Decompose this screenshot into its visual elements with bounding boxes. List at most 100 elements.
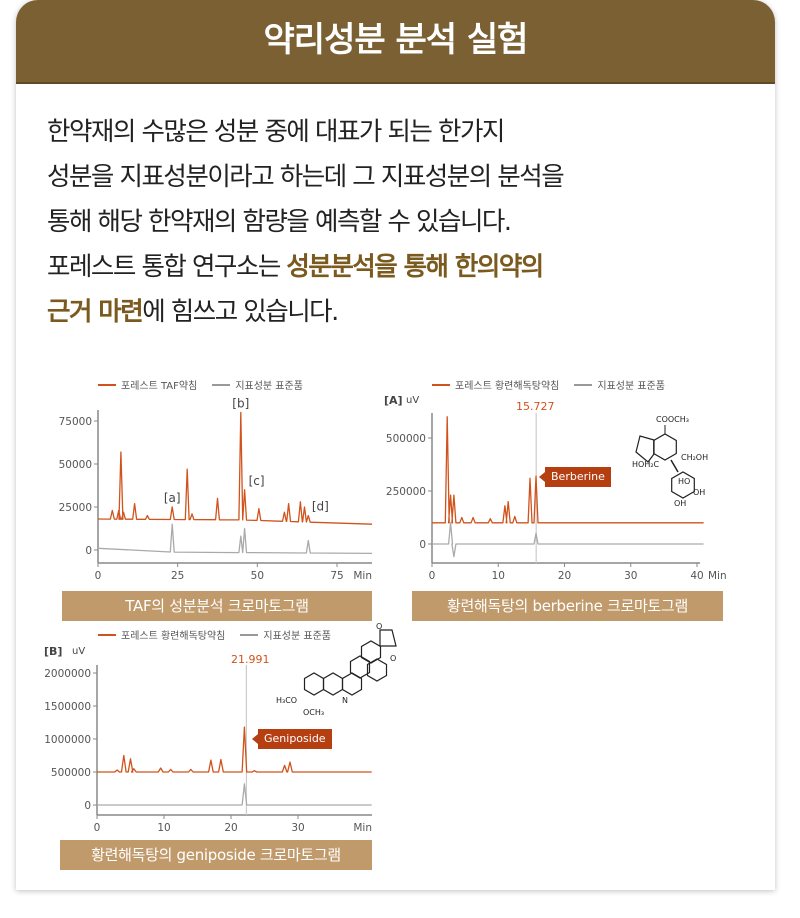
legend-swatch-sample: [98, 633, 116, 636]
intro-line: 근거 마련에 힘쓰고 있습니다.: [47, 290, 772, 335]
legend-label-standard: 지표성분 표준품: [235, 381, 303, 392]
chart-1: 0 25000 50000 75000 0 25 50 75 Min [a] [b] [c] [d]: [59, 396, 373, 582]
berberine-structure-icon: O O H₃CO OCH₃ N: [276, 622, 397, 717]
legend-label-standard: 지표성분 표준품: [263, 631, 331, 642]
x-tick-label: 10: [492, 570, 505, 582]
y-tick-label: 25000: [59, 502, 92, 514]
intro-text-part: 포레스트 통합 연구소는: [47, 252, 287, 282]
x-axis-label: Min: [353, 570, 372, 582]
ring: [653, 433, 677, 461]
structure-label: N: [342, 696, 348, 705]
standard-trace: [97, 523, 373, 555]
peak-annotation: [d]: [312, 500, 329, 514]
peak-annotation: [c]: [249, 474, 265, 488]
x-tick-label: 20: [558, 570, 571, 582]
y-tick-label: 2000000: [44, 668, 91, 680]
x-tick-label: 30: [624, 570, 637, 582]
structure-label: OH: [674, 499, 686, 508]
y-tick-label: 250000: [386, 486, 426, 498]
intro-text-part: 한약재의 수많은 성분 중에 대표가 되는 한가지: [47, 117, 505, 147]
legend-swatch-standard: [212, 383, 231, 386]
x-tick-label: 75: [330, 570, 343, 582]
intro-line: 성분을 지표성분이라고 하는데 그 지표성분의 분석을: [47, 155, 772, 200]
berberine-peak-tag: Berberine: [539, 467, 611, 487]
intro-text-part: 통해 해당 한약재의 함량을 예측할 수 있습니다.: [47, 207, 512, 237]
x-axis-label: Min: [708, 570, 727, 582]
y-tick-label: 0: [84, 800, 91, 812]
y-tick-label: 500000: [386, 433, 426, 445]
intro-text-part: 에 힘쓰고 있습니다.: [142, 297, 339, 327]
sample-trace: [97, 411, 373, 525]
x-tick-label: 25: [171, 570, 184, 582]
chart-2: 0 250000 500000 0 10 20 30 40 Min: [386, 413, 727, 582]
intro-line: 한약재의 수많은 성분 중에 대표가 되는 한가지: [47, 110, 772, 155]
x-tick-label: 0: [94, 822, 101, 834]
x-tick-label: 30: [291, 822, 304, 834]
highlight-text: 근거 마련: [47, 297, 144, 327]
y-tick-label: 50000: [59, 459, 92, 471]
y-tick-label: 0: [85, 545, 92, 557]
chart3-legend: 포레스트 황련해독탕약침 지표성분 표준품: [98, 627, 331, 642]
structure-label: H₃CO: [276, 696, 297, 705]
legend-label-sample: 포레스트 황련해독탕약침: [121, 631, 226, 642]
ring: [360, 640, 382, 664]
chart3-ylabel: uV: [72, 646, 86, 657]
y-tick-label: 1000000: [44, 734, 91, 746]
y-tick-label: 0: [419, 539, 426, 551]
chart2-caption: 황련해독탕의 berberine 크로마토그램: [412, 591, 723, 621]
panel-label-a: [A]: [384, 394, 403, 407]
ring: [322, 672, 344, 696]
x-tick-label: 50: [251, 570, 264, 582]
standard-trace: [432, 522, 704, 558]
standard-trace: [97, 783, 372, 806]
y-tick-label: 500000: [51, 767, 91, 779]
structure-label: O: [376, 622, 382, 631]
chart2-legend: 포레스트 황련해독탕약침 지표성분 표준품: [432, 377, 665, 392]
x-tick-label: 20: [224, 822, 237, 834]
sample-trace: [432, 416, 704, 524]
structure-label: COOCH₃: [656, 415, 689, 424]
structure-label: HOH₂C: [632, 460, 660, 469]
legend-label-sample: 포레스트 TAF약침: [121, 381, 198, 392]
ring: [341, 672, 363, 696]
y-tick-label: 1500000: [44, 701, 91, 713]
chart-3: 0 500000 1000000 1500000 2000000 0 10 20 30 Min: [44, 665, 372, 834]
peak-annotation: [b]: [232, 396, 249, 410]
sample-trace: [97, 726, 372, 773]
legend-label-sample: 포레스트 황련해독탕약침: [455, 381, 560, 392]
x-tick-label: 0: [95, 570, 102, 582]
chart2-ylabel: uV: [406, 395, 420, 406]
x-tick-label: 0: [429, 570, 436, 582]
peak-annotation: [a]: [164, 491, 181, 505]
intro-line: 통해 해당 한약재의 함량을 예측할 수 있습니다.: [47, 200, 772, 245]
legend-swatch-standard: [240, 633, 259, 636]
ring: [349, 655, 371, 679]
intro-text-part: 성분을 지표성분이라고 하는데 그 지표성분의 분석을: [47, 162, 565, 192]
x-axis-label: Min: [353, 822, 372, 834]
content-card: 약리성분 분석 실험 한약재의 수많은 성분 중에 대표가 되는 한가지 성분을 …: [16, 0, 775, 890]
panel-label-b: [B]: [44, 645, 63, 658]
structure-label: O: [390, 654, 396, 663]
structure-label: CH₂OH: [681, 453, 708, 462]
ring: [303, 672, 325, 696]
retention-time-label: 15.727: [516, 400, 555, 413]
ring: [366, 658, 388, 682]
x-tick-label: 10: [157, 822, 170, 834]
legend-swatch-standard: [574, 383, 593, 386]
chart1-legend: 포레스트 TAF약침 지표성분 표준품: [98, 377, 303, 392]
intro-line: 포레스트 통합 연구소는 성분분석을 통해 한의약의: [47, 245, 772, 290]
retention-time-label: 21.991: [231, 653, 270, 666]
legend-swatch-sample: [432, 383, 450, 386]
x-tick-label: 40: [690, 570, 703, 582]
ring: [671, 471, 695, 499]
highlight-text: 성분분석을 통해 한의약의: [286, 252, 544, 282]
geniposide-peak-tag: Geniposide: [252, 729, 332, 749]
legend-swatch-sample: [98, 383, 116, 386]
chart3-caption: 황련해독탕의 geniposide 크로마토그램: [60, 840, 372, 870]
structure-label: OCH₃: [303, 708, 324, 717]
legend-label-standard: 지표성분 표준품: [597, 381, 665, 392]
chart1-caption: TAF의 성분분석 크로마토그램: [62, 591, 372, 621]
